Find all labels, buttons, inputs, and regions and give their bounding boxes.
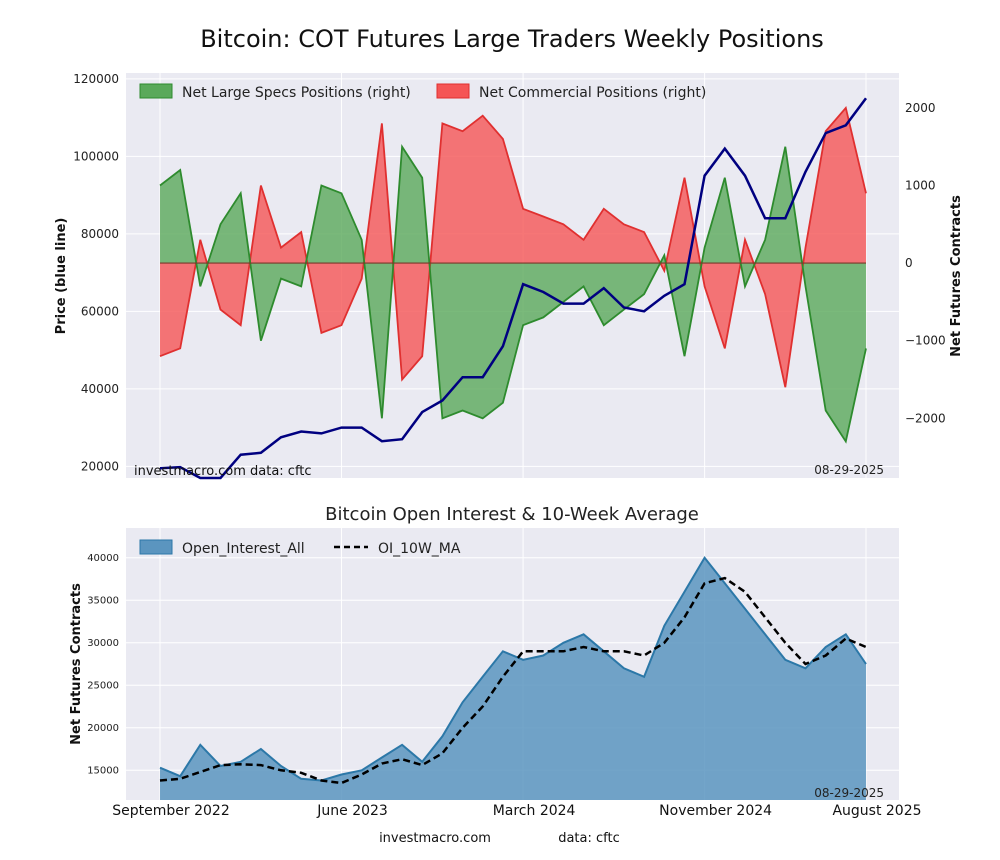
open-interest-line <box>159 556 867 782</box>
bottom-tick-label: 35000 <box>87 595 119 606</box>
left-tick-label: 20000 <box>81 459 119 473</box>
top-left-axis-label: Price (blue line) <box>54 218 69 335</box>
bottom-y-axis-label: Net Futures Contracts <box>69 583 84 745</box>
left-tick-label: 40000 <box>81 382 119 396</box>
bottom-tick-label: 40000 <box>87 553 119 564</box>
top-date-annotation: 08-29-2025 <box>814 463 884 477</box>
bottom-tick-label: 15000 <box>87 765 119 776</box>
date-tick-label: August 2025 <box>832 803 921 819</box>
legend-label-specs: Net Large Specs Positions (right) <box>182 85 411 101</box>
top-right-axis-label: Net Futures Contracts <box>949 195 964 357</box>
footer-left: investmacro.com <box>379 831 491 846</box>
legend-swatch-specs <box>139 83 173 99</box>
figure-title: Bitcoin: COT Futures Large Traders Weekl… <box>200 25 824 53</box>
ma-line <box>159 576 867 785</box>
date-tick-label: November 2024 <box>659 803 772 819</box>
bottom-panel-title: Bitcoin Open Interest & 10-Week Average <box>325 504 699 525</box>
top-left-y-ticks: 20000 40000 60000 80000 100000 120000 <box>73 72 119 474</box>
date-tick-label: June 2023 <box>316 803 388 819</box>
specs-line <box>159 143 867 444</box>
footer-right: data: cftc <box>558 831 620 846</box>
bottom-series <box>159 556 867 800</box>
bottom-tick-label: 30000 <box>87 638 119 649</box>
right-tick-label: −2000 <box>905 411 946 425</box>
legend-swatch-commercial <box>436 83 470 99</box>
top-source-annotation: investmacro.com data: cftc <box>134 464 312 479</box>
bottom-y-ticks: 15000 20000 25000 30000 35000 40000 <box>87 553 119 777</box>
legend-label-open-interest: Open_Interest_All <box>182 541 305 557</box>
date-tick-label: March 2024 <box>493 803 576 819</box>
bottom-tick-label: 20000 <box>87 723 119 734</box>
open-interest-area <box>160 557 866 800</box>
commercial-area <box>160 107 866 388</box>
left-tick-label: 80000 <box>81 227 119 241</box>
top-right-y-ticks: −2000 −1000 0 1000 2000 <box>905 101 946 425</box>
top-series <box>159 97 868 480</box>
specs-area <box>160 146 866 442</box>
commercial-line <box>159 105 867 388</box>
legend-label-ma: OI_10W_MA <box>378 541 461 557</box>
legend-swatch-open-interest <box>139 539 173 555</box>
right-tick-label: −1000 <box>905 334 946 348</box>
price-line <box>159 97 868 480</box>
top-legend: Net Large Specs Positions (right) Net Co… <box>139 83 706 101</box>
right-tick-label: 1000 <box>905 179 936 193</box>
right-tick-label: 2000 <box>905 101 936 115</box>
left-tick-label: 120000 <box>73 72 119 86</box>
bottom-legend: Open_Interest_All OI_10W_MA <box>139 539 461 557</box>
left-tick-label: 60000 <box>81 304 119 318</box>
bottom-tick-label: 25000 <box>87 680 119 691</box>
date-tick-label: September 2022 <box>112 803 229 819</box>
right-tick-label: 0 <box>905 256 913 270</box>
x-axis-date-ticks: September 2022 June 2023 March 2024 Novembe… <box>112 803 921 819</box>
bottom-date-annotation: 08-29-2025 <box>814 786 884 800</box>
legend-label-commercial: Net Commercial Positions (right) <box>479 85 706 101</box>
left-tick-label: 100000 <box>73 149 119 163</box>
